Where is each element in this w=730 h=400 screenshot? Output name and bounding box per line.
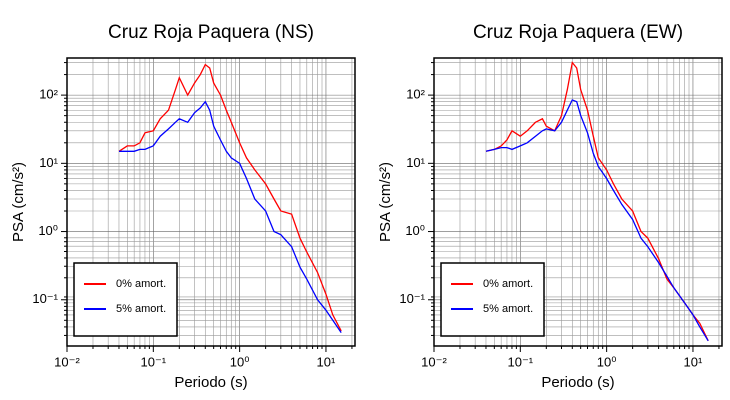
y-tick-label: 10⁻¹	[399, 291, 425, 306]
x-tick-label: 10⁻²	[421, 354, 447, 369]
series-line	[118, 63, 342, 332]
x-tick-label: 10⁰	[597, 354, 617, 369]
chart-title: Cruz Roja Paquera (NS)	[108, 22, 314, 43]
series-line	[485, 99, 709, 342]
legend-box	[73, 262, 178, 337]
series-line	[119, 100, 342, 333]
y-tick-label: 10²	[39, 87, 58, 102]
y-tick-label: 10²	[406, 87, 425, 102]
series-line	[485, 61, 709, 342]
x-tick-label: 10⁻¹	[507, 354, 533, 369]
legend-label: 5% amort.	[116, 303, 166, 315]
legend-label: 0% amort.	[116, 278, 166, 290]
legend-box	[440, 262, 545, 337]
x-tick-label: 10⁰	[230, 354, 250, 369]
plot-frame	[433, 57, 723, 347]
chart-title: Cruz Roja Paquera (EW)	[473, 22, 683, 43]
legend-label: 5% amort.	[483, 303, 533, 315]
y-tick-label: 10⁰	[405, 223, 425, 238]
x-axis-label: Periodo (s)	[174, 374, 247, 391]
y-tick-label: 10¹	[39, 155, 58, 170]
y-axis-label: PSA (cm/s²)	[377, 162, 394, 242]
x-tick-label: 10¹	[684, 354, 703, 369]
x-tick-label: 10⁻²	[54, 354, 80, 369]
y-axis-label: PSA (cm/s²)	[10, 162, 27, 242]
legend-label: 0% amort.	[483, 278, 533, 290]
x-tick-label: 10¹	[317, 354, 336, 369]
x-axis-label: Periodo (s)	[541, 374, 614, 391]
y-tick-label: 10¹	[406, 155, 425, 170]
y-tick-label: 10⁻¹	[32, 291, 58, 306]
plot-frame	[66, 57, 356, 347]
y-tick-label: 10⁰	[38, 223, 58, 238]
chart: Cruz Roja Paquera (NS) Periodo (s) PSA (cm…	[10, 22, 356, 391]
x-tick-label: 10⁻¹	[140, 354, 166, 369]
chart: Cruz Roja Paquera (EW) Periodo (s) PSA (cm…	[377, 22, 723, 391]
